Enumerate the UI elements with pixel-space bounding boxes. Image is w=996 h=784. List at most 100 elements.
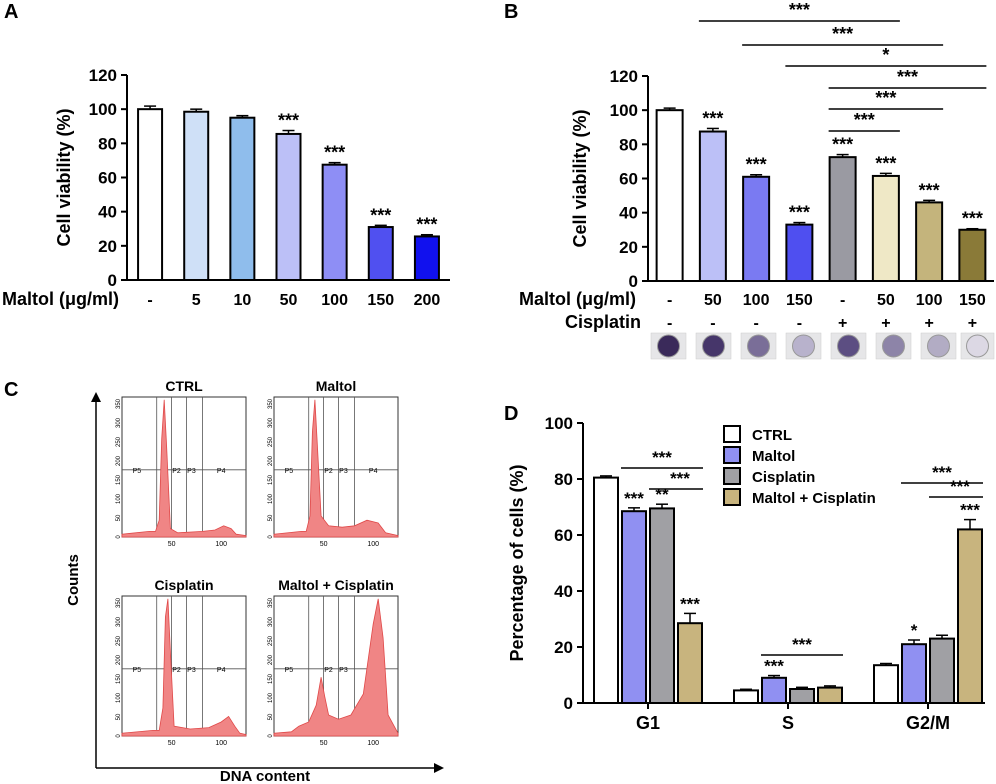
- x-tick-label: 50: [280, 292, 298, 309]
- y-tick-label: 200: [268, 654, 274, 665]
- bar: [929, 637, 955, 704]
- y-tick-label: 200: [116, 654, 122, 665]
- y-tick-label: 80: [98, 134, 117, 153]
- x-tick-label: 50: [704, 292, 722, 309]
- y-tick-label: 250: [116, 436, 122, 447]
- x-tick-label: G1: [636, 713, 660, 733]
- bar: [733, 689, 759, 705]
- y-tick-label: 250: [268, 635, 274, 646]
- gate-label: P2: [172, 468, 181, 475]
- y-tick-label: 40: [554, 582, 573, 601]
- x-tick-label: 150: [959, 292, 986, 309]
- y-tick-label: 50: [268, 713, 274, 720]
- y-tick-label: 350: [268, 398, 274, 409]
- cisplatin-sign: -: [797, 315, 802, 332]
- x-tick-label: -: [147, 292, 152, 309]
- significance-label: ***: [919, 180, 940, 200]
- bracket-label: ***: [832, 24, 853, 44]
- gate-label: P5: [133, 667, 142, 674]
- x-tick-label: 50: [877, 292, 895, 309]
- bracket-label: ***: [792, 635, 812, 654]
- well-stain: [792, 334, 815, 358]
- bracket-label: ***: [950, 477, 970, 496]
- subplot-frame: [273, 396, 399, 538]
- y-tick-label: 100: [268, 692, 274, 703]
- y-tick-label: 350: [116, 398, 122, 409]
- y-tick-label: 200: [268, 455, 274, 466]
- arrow-head: [91, 392, 101, 402]
- significance-label: ***: [764, 657, 784, 676]
- y-tick-label: 80: [554, 470, 573, 489]
- y-tick-label: 40: [98, 203, 117, 222]
- x-tick-label: S: [782, 713, 794, 733]
- cisplatin-sign: -: [710, 315, 715, 332]
- significance-label: *: [911, 621, 918, 640]
- bar: [649, 507, 675, 704]
- subplot-title: Maltol: [316, 378, 356, 394]
- y-tick-label: 150: [268, 673, 274, 684]
- x-tick-label: -: [667, 292, 672, 309]
- bar: [873, 664, 899, 705]
- x-tick-label: 100: [367, 541, 379, 548]
- y-tick-label: 20: [554, 638, 573, 657]
- bracket-label: ***: [652, 448, 672, 467]
- bar: [321, 163, 348, 281]
- significance-label: ***: [324, 143, 345, 163]
- bracket-label: ***: [670, 469, 690, 488]
- subplot-title: Cisplatin: [154, 577, 213, 593]
- x-axis-label: Maltol (μg/ml): [2, 289, 119, 309]
- y-tick-label: 100: [268, 493, 274, 504]
- bar: [957, 528, 983, 705]
- well-stain: [927, 334, 950, 358]
- significance-label: ***: [702, 108, 723, 128]
- legend-label: Cisplatin: [752, 469, 815, 486]
- y-tick-label: 100: [116, 692, 122, 703]
- significance-label: ***: [962, 209, 983, 229]
- y-tick-label: 350: [268, 597, 274, 608]
- cisplatin-sign: -: [753, 315, 758, 332]
- x-tick-label: 50: [320, 740, 328, 747]
- bar: [789, 688, 815, 704]
- bar: [742, 175, 771, 283]
- y-tick-label: 150: [116, 474, 122, 485]
- well-images: [650, 332, 995, 360]
- gate-label: P4: [217, 667, 226, 674]
- bar: [698, 130, 727, 282]
- y-tick-label: 300: [116, 616, 122, 627]
- legend-swatch: [723, 446, 741, 464]
- panel-b-chart: 0 20 40 60 80 100 120 Cell viability (%) Maltol …: [519, 0, 994, 332]
- y-tick-label: 60: [98, 169, 117, 188]
- gate-label: P4: [217, 468, 226, 475]
- y-tick-label: 150: [116, 673, 122, 684]
- y-axis-label: Cell viability (%): [54, 108, 74, 246]
- gate-label: P5: [285, 468, 294, 475]
- significance-label: ***: [416, 215, 437, 235]
- cisplatin-sign: +: [924, 315, 933, 332]
- bar: [677, 622, 703, 705]
- y-axis-label: Percentage of cells (%): [507, 464, 527, 661]
- significance-label: ***: [370, 205, 391, 225]
- y-tick-label: 0: [116, 535, 122, 539]
- panel-c-flow-cytometry: Counts DNA content CTRL P5 P2 P3 P4 0 50 100 150 20…: [65, 378, 444, 784]
- y-tick-label: 250: [268, 436, 274, 447]
- significance-label: ***: [960, 501, 980, 520]
- y-tick-label: 80: [619, 135, 638, 154]
- cisplatin-sign: +: [968, 315, 977, 332]
- histogram: [273, 598, 399, 737]
- bar: [655, 109, 684, 282]
- y-tick-label: 40: [619, 204, 638, 223]
- y-axis-label: Cell viability (%): [570, 109, 590, 247]
- gate-label: P2: [172, 667, 181, 674]
- well-stain: [837, 334, 860, 358]
- arrow-head: [434, 763, 444, 773]
- bar: [871, 174, 900, 282]
- panel-letter-d: D: [504, 403, 518, 425]
- bar: [761, 676, 787, 704]
- cisplatin-sign: +: [838, 315, 847, 332]
- x-tick-label: G2/M: [906, 713, 950, 733]
- subplot-title: CTRL: [165, 378, 203, 394]
- gate-label: P4: [369, 468, 378, 475]
- gate-label: P5: [285, 667, 294, 674]
- y-axis-label: Counts: [65, 554, 82, 606]
- significance-label: ***: [278, 111, 299, 131]
